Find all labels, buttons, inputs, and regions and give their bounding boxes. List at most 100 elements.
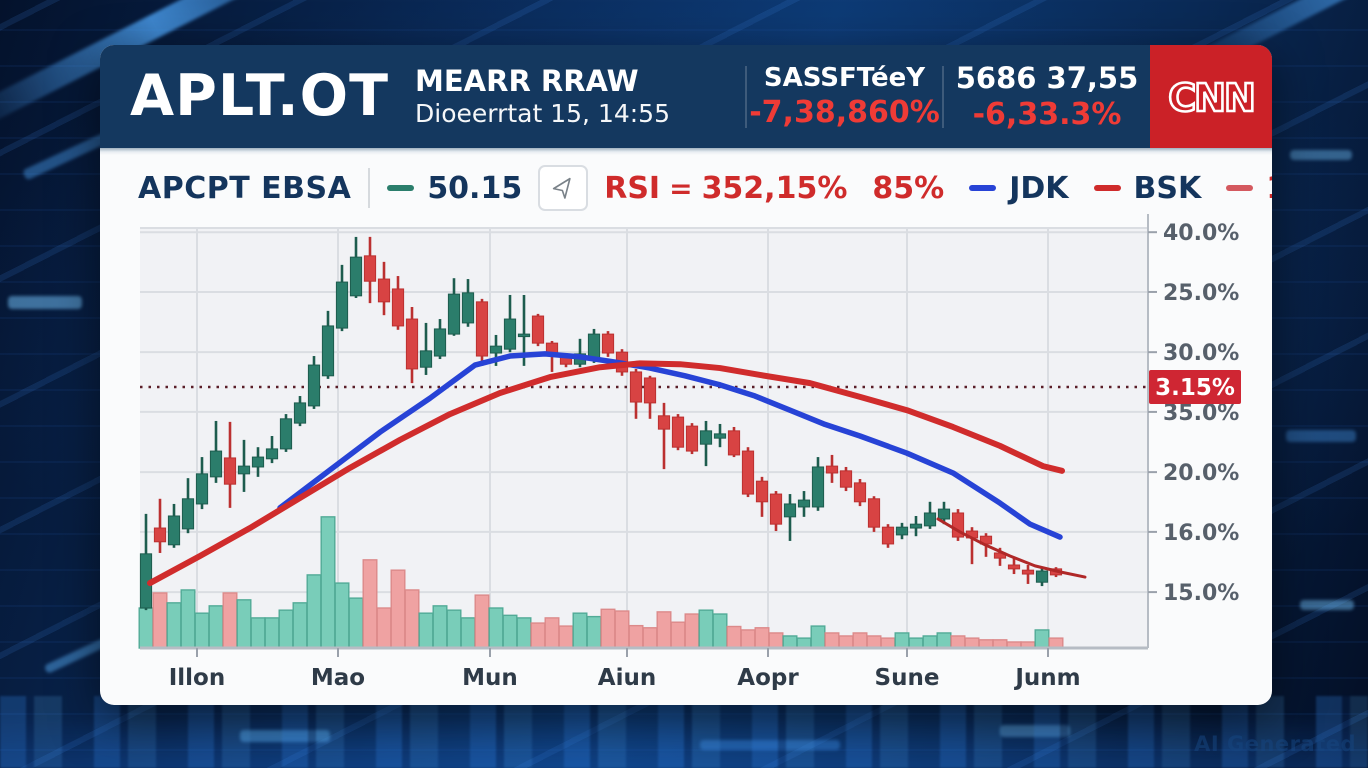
jdk-label: JDK: [1009, 170, 1069, 206]
volume-bar: [278, 609, 294, 649]
y-axis-label: 15.0%: [1163, 581, 1239, 606]
candle-body: [209, 450, 223, 478]
candle-body: [251, 456, 265, 468]
volume-bar: [838, 635, 854, 649]
candle-body: [419, 350, 433, 368]
candle-body: [475, 301, 489, 357]
candle-body: [279, 418, 293, 450]
candle-body: [881, 526, 895, 545]
rsi-equals: =: [669, 171, 693, 205]
header-bar: APLT.OT MEARR RRAW Dioeerrtat 15, 14:55 …: [100, 45, 1272, 148]
candle-body: [307, 364, 321, 407]
x-axis-label: Sune: [875, 665, 940, 691]
volume-bar: [936, 632, 952, 649]
candle-body: [951, 512, 965, 538]
volume-bar: [152, 592, 168, 649]
series-line-JDK: [277, 351, 1063, 540]
volume-bar: [166, 602, 182, 649]
svg-text:CNN: CNN: [1168, 76, 1254, 120]
volume-bar: [558, 625, 574, 649]
candle-body: [601, 333, 615, 354]
volume-bar: [628, 624, 644, 649]
cursor-left-icon: [553, 177, 571, 199]
header-bottom-strip: [100, 148, 1272, 155]
x-axis-label: Illon: [169, 665, 226, 691]
volume-bar: [250, 617, 266, 649]
x-axis-label: Aopr: [737, 665, 799, 691]
quote-2-label: 5686 37,55: [955, 61, 1139, 96]
candle-body: [391, 288, 405, 327]
volume-bar: [544, 617, 560, 649]
bg-glow-block: [1290, 150, 1352, 160]
candle-body: [1007, 564, 1021, 570]
candle-body: [769, 493, 783, 525]
header-title-block: MEARR RRAW Dioeerrtat 15, 14:55: [415, 64, 670, 131]
header-divider: [745, 65, 747, 128]
series-line-BSK: [147, 360, 1065, 587]
candle-body: [839, 470, 853, 488]
bg-glow-block: [1286, 430, 1356, 442]
y-axis-label: 30.0%: [1163, 341, 1239, 366]
volume-bar: [404, 589, 420, 649]
candle-body: [1035, 570, 1049, 583]
candle-body: [853, 482, 867, 503]
volume-bar: [684, 613, 700, 649]
quote-1: SASSFTéeY -7,38,860%: [747, 62, 942, 131]
quote-2-change: -6,33.3%: [972, 96, 1122, 132]
candle-body: [447, 293, 461, 335]
candle-body: [377, 278, 391, 303]
volume-bar: [726, 625, 742, 649]
candle-body: [181, 498, 195, 530]
candle-body: [405, 318, 419, 370]
volume-bar: [236, 599, 252, 649]
bg-glow-block: [240, 730, 330, 742]
volume-bar: [222, 592, 238, 649]
chart-card: APLT.OT MEARR RRAW Dioeerrtat 15, 14:55 …: [100, 45, 1272, 705]
candle-body: [489, 345, 503, 354]
volume-bar: [208, 605, 224, 649]
price-chart[interactable]: 40.0% 25.0% 30.0% 35.0% 20.0% 16.0% 15.0% Illon…: [100, 205, 1272, 705]
volume-bar: [698, 609, 714, 649]
y-axis-label: 35.0%: [1163, 401, 1239, 426]
candle-body: [629, 371, 643, 403]
volume-bar: [810, 625, 826, 649]
volume-bar: [180, 589, 196, 649]
candle-body: [937, 508, 951, 520]
volume-bar: [418, 612, 434, 649]
candle-body: [699, 430, 713, 445]
bg-glow-block: [1000, 725, 1070, 737]
y-axis-label: 25.0%: [1163, 281, 1239, 306]
volume-bar: [362, 559, 378, 649]
bsk-label: BSK: [1133, 170, 1202, 206]
cursor-tool-button[interactable]: [538, 165, 589, 211]
candle-body: [685, 425, 699, 452]
volume-bar: [488, 607, 504, 649]
header-divider: [942, 65, 944, 128]
candle-body: [363, 255, 377, 282]
volume-bar: [306, 574, 322, 649]
candle-body: [657, 415, 671, 430]
quote-2: 5686 37,55 -6,33.3%: [944, 60, 1150, 132]
cnn-logo: CNN: [1150, 45, 1272, 148]
volume-bar: [600, 608, 616, 649]
volume-bar: [642, 627, 658, 649]
candle-body: [825, 465, 839, 474]
x-axis-label: Mun: [462, 665, 518, 691]
ai-generated-watermark: AI Generated: [1194, 732, 1356, 756]
candle-body: [727, 430, 741, 456]
candle-body: [643, 377, 657, 404]
candle-body: [797, 499, 811, 508]
x-axis-label: Aiun: [598, 665, 656, 691]
volume-bar: [264, 617, 280, 649]
signal-label: 170%: [1266, 171, 1272, 206]
candle-body: [587, 333, 601, 360]
candle-body: [755, 480, 769, 503]
candle-body: [321, 325, 335, 377]
y-axis-label: 16.0%: [1163, 521, 1239, 546]
legend-symbol: APCPT EBSA: [138, 170, 352, 206]
volume-bar: [194, 612, 210, 649]
volume-bar: [502, 614, 518, 649]
volume-bar: [852, 632, 868, 649]
candle-body: [531, 315, 545, 344]
jdk-line-swatch: [969, 185, 997, 191]
